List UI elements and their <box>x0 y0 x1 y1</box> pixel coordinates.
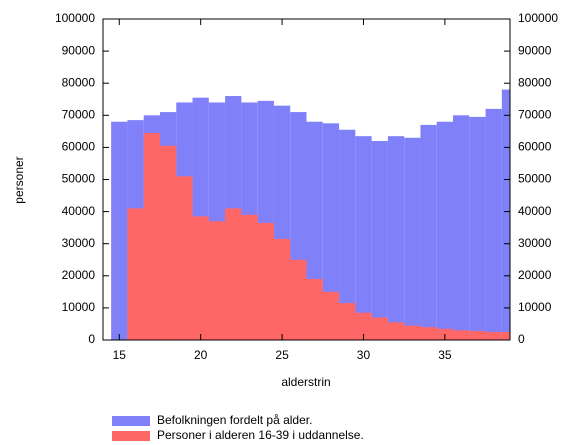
y-tick-label: 60000 <box>62 140 96 154</box>
y2-tick-label: 90000 <box>518 43 552 57</box>
y2-tick-label: 60000 <box>518 140 552 154</box>
bar <box>501 331 510 340</box>
bar <box>322 291 340 340</box>
bar <box>371 140 388 340</box>
y-tick-label: 40000 <box>62 204 96 218</box>
x-tick-label: 25 <box>275 348 289 362</box>
bar <box>127 208 144 340</box>
bar <box>273 238 291 340</box>
bar <box>387 136 405 340</box>
legend-label: Befolkningen fordelt på alder. <box>157 413 312 427</box>
y2-tick-label: 100000 <box>518 11 558 25</box>
bar <box>339 129 356 340</box>
y2-tick-label: 40000 <box>518 204 552 218</box>
bar <box>355 136 372 340</box>
y2-tick-label: 50000 <box>518 172 552 186</box>
x-axis-label: alderstrin <box>281 375 330 389</box>
bar <box>111 121 128 340</box>
bar <box>355 312 372 340</box>
bar <box>306 279 323 340</box>
bar <box>159 145 177 340</box>
y-tick-label: 0 <box>88 332 95 346</box>
bar <box>436 121 454 340</box>
y-tick-label: 10000 <box>62 300 96 314</box>
legend-swatch <box>112 416 150 426</box>
bar <box>420 327 437 340</box>
bar <box>404 325 421 340</box>
bar <box>420 124 437 340</box>
y-tick-label: 70000 <box>62 107 96 121</box>
x-tick-label: 30 <box>357 348 371 362</box>
x-tick-label: 15 <box>113 348 127 362</box>
y2-tick-label: 0 <box>518 332 525 346</box>
bar <box>192 216 209 340</box>
legend-swatch <box>112 431 150 441</box>
x-tick-label: 20 <box>194 348 208 362</box>
y-tick-label: 80000 <box>62 75 96 89</box>
bar <box>485 108 502 340</box>
y-tick-label: 100000 <box>55 11 95 25</box>
bar <box>143 132 160 340</box>
y2-tick-label: 10000 <box>518 300 552 314</box>
plot-area <box>111 89 510 340</box>
y-tick-label: 90000 <box>62 43 96 57</box>
y2-tick-label: 70000 <box>518 107 552 121</box>
bar <box>257 222 274 340</box>
bar <box>485 331 502 340</box>
bar <box>501 89 510 340</box>
bar <box>176 176 193 340</box>
bar <box>469 116 486 340</box>
bar <box>241 214 258 340</box>
y-tick-label: 20000 <box>62 268 96 282</box>
bar <box>225 208 242 340</box>
bar <box>453 330 470 340</box>
bar <box>404 137 421 340</box>
y2-tick-label: 20000 <box>518 268 552 282</box>
legend-label: Personer i alderen 16-39 i uddannelse. <box>157 428 364 442</box>
bar <box>322 123 340 340</box>
bar <box>371 317 388 340</box>
bar <box>387 322 405 340</box>
y-axis-label: personer <box>12 156 26 203</box>
y2-tick-label: 80000 <box>518 75 552 89</box>
y-tick-label: 50000 <box>62 172 96 186</box>
bar <box>469 331 486 340</box>
x-tick-label: 35 <box>438 348 452 362</box>
y2-tick-label: 30000 <box>518 236 552 250</box>
bar <box>453 115 470 340</box>
y-tick-label: 30000 <box>62 236 96 250</box>
bar <box>208 221 226 340</box>
bar <box>339 303 356 340</box>
bar <box>290 259 307 340</box>
